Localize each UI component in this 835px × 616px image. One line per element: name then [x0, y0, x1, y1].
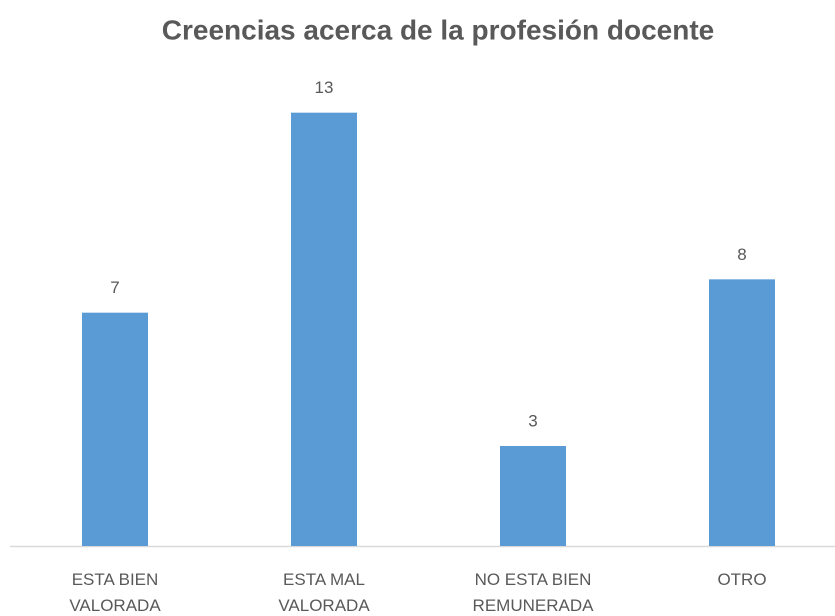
- bar: [500, 446, 566, 546]
- data-label: 7: [110, 278, 119, 297]
- x-tick-label: NO ESTA BIEN REMUNERADA: [472, 570, 594, 615]
- data-label: 8: [737, 245, 746, 264]
- x-tick-label: ESTA BIEN VALORADA: [69, 570, 161, 615]
- bar: [291, 112, 357, 547]
- data-label: 13: [315, 78, 334, 97]
- data-label: 3: [528, 411, 537, 430]
- chart-title: Creencias acerca de la profesión docente: [162, 14, 714, 45]
- x-tick-label: OTRO: [717, 570, 767, 589]
- bar: [709, 279, 775, 546]
- bar: [82, 312, 148, 546]
- x-tick-label: ESTA MAL VALORADA: [278, 570, 370, 615]
